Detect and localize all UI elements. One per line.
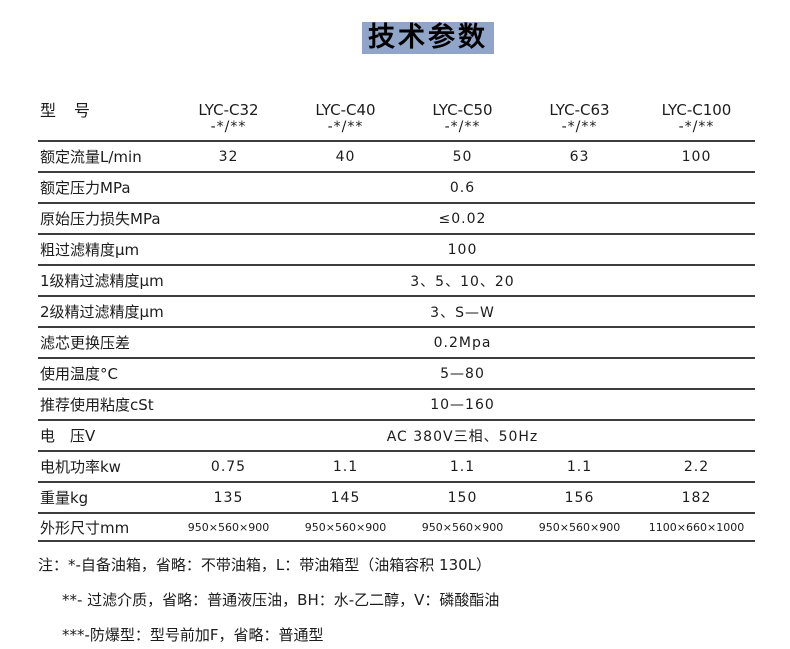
table-row-motor-power: 电机功率kw 0.75 1.1 1.1 1.1 2.2 [38, 451, 755, 483]
row-label: 电 压V [38, 420, 170, 452]
model-name: LYC-C40 [315, 101, 376, 119]
table-row-element-replacement-dp: 滤芯更换压差 0.2Mpa [38, 327, 755, 359]
cell-merged: 0.6 [170, 172, 755, 204]
cell: 63 [521, 141, 638, 173]
header-model-lyc-c40: LYC-C40 -*/** [287, 100, 404, 142]
table-row-operating-temperature: 使用温度°C 5—80 [38, 358, 755, 390]
cell-merged: 100 [170, 234, 755, 266]
row-label: 原始压力损失MPa [38, 203, 170, 235]
table-row-recommended-viscosity: 推荐使用粘度cSt 10—160 [38, 389, 755, 421]
header-model-lyc-c63: LYC-C63 -*/** [521, 100, 638, 142]
row-label: 重量kg [38, 482, 170, 514]
header-model-label: 型 号 [38, 100, 170, 142]
notes-section: 注：*-自备油箱，省略：不带油箱，L：带油箱型（油箱容积 130L） **- 过… [38, 556, 790, 645]
cell: 100 [638, 141, 755, 173]
table-row-rated-flow: 额定流量L/min 32 40 50 63 100 [38, 141, 755, 173]
header-model-lyc-c50: LYC-C50 -*/** [404, 100, 521, 142]
cell: 50 [404, 141, 521, 173]
cell: 32 [170, 141, 287, 173]
cell-merged: 3、S—W [170, 296, 755, 328]
model-name: LYC-C100 [661, 101, 732, 119]
cell: 1.1 [287, 451, 404, 483]
table-row-voltage: 电 压V AC 380V三相、50Hz [38, 420, 755, 452]
row-label: 额定压力MPa [38, 172, 170, 204]
page-title: 技术参数 [362, 22, 494, 54]
row-label: 外形尺寸mm [38, 513, 170, 542]
model-name: LYC-C63 [549, 101, 610, 119]
row-label: 推荐使用粘度cSt [38, 389, 170, 421]
row-label: 电机功率kw [38, 451, 170, 483]
table-row-initial-pressure-loss: 原始压力损失MPa ≤0.02 [38, 203, 755, 235]
table-row-coarse-filtration: 粗过滤精度μm 100 [38, 234, 755, 266]
row-label: 1级精过滤精度μm [38, 265, 170, 297]
cell: 2.2 [638, 451, 755, 483]
table-row-weight: 重量kg 135 145 150 156 182 [38, 482, 755, 514]
cell: 135 [170, 482, 287, 514]
cell: 950×560×900 [404, 513, 521, 542]
cell: 156 [521, 482, 638, 514]
model-name: LYC-C50 [432, 101, 493, 119]
model-suffix: -*/** [210, 119, 247, 135]
model-name: LYC-C32 [198, 101, 259, 119]
model-suffix: -*/** [678, 119, 715, 135]
model-suffix: -*/** [561, 119, 598, 135]
row-label: 粗过滤精度μm [38, 234, 170, 266]
header-row: 型 号 LYC-C32 -*/** LYC-C40 -*/** LYC-C50 … [38, 100, 755, 142]
cell: 950×560×900 [287, 513, 404, 542]
table-row-rated-pressure: 额定压力MPa 0.6 [38, 172, 755, 204]
model-suffix: -*/** [327, 119, 364, 135]
cell: 1100×660×1000 [638, 513, 755, 542]
table-row-fine-filtration-stage2: 2级精过滤精度μm 3、S—W [38, 296, 755, 328]
cell: 0.75 [170, 451, 287, 483]
note-explosion-proof: ***-防爆型：型号前加F，省略：普通型 [62, 626, 324, 644]
cell: 950×560×900 [170, 513, 287, 542]
cell: 150 [404, 482, 521, 514]
model-suffix: -*/** [444, 119, 481, 135]
table-row-dimensions: 外形尺寸mm 950×560×900 950×560×900 950×560×9… [38, 513, 755, 542]
note-filter-medium: **- 过滤介质，省略：普通液压油，BH：水-乙二醇，V：磷酸酯油 [62, 591, 500, 609]
cell-merged: 5—80 [170, 358, 755, 390]
header-model-lyc-c100: LYC-C100 -*/** [638, 100, 755, 142]
row-label: 滤芯更换压差 [38, 327, 170, 359]
header-model-lyc-c32: LYC-C32 -*/** [170, 100, 287, 142]
cell-merged: 0.2Mpa [170, 327, 755, 359]
cell-merged: 3、5、10、20 [170, 265, 755, 297]
title-wrap: 技术参数 [0, 0, 790, 58]
cell: 182 [638, 482, 755, 514]
cell-merged: ≤0.02 [170, 203, 755, 235]
spec-table: 型 号 LYC-C32 -*/** LYC-C40 -*/** LYC-C50 … [38, 100, 755, 542]
row-label: 2级精过滤精度μm [38, 296, 170, 328]
row-label: 额定流量L/min [38, 141, 170, 173]
cell: 1.1 [404, 451, 521, 483]
cell-merged: 10—160 [170, 389, 755, 421]
row-label: 使用温度°C [38, 358, 170, 390]
cell: 1.1 [521, 451, 638, 483]
cell: 145 [287, 482, 404, 514]
table-row-fine-filtration-stage1: 1级精过滤精度μm 3、5、10、20 [38, 265, 755, 297]
cell: 950×560×900 [521, 513, 638, 542]
cell: 40 [287, 141, 404, 173]
cell-merged: AC 380V三相、50Hz [170, 420, 755, 452]
note-oil-tank: 注：*-自备油箱，省略：不带油箱，L：带油箱型（油箱容积 130L） [38, 556, 492, 574]
